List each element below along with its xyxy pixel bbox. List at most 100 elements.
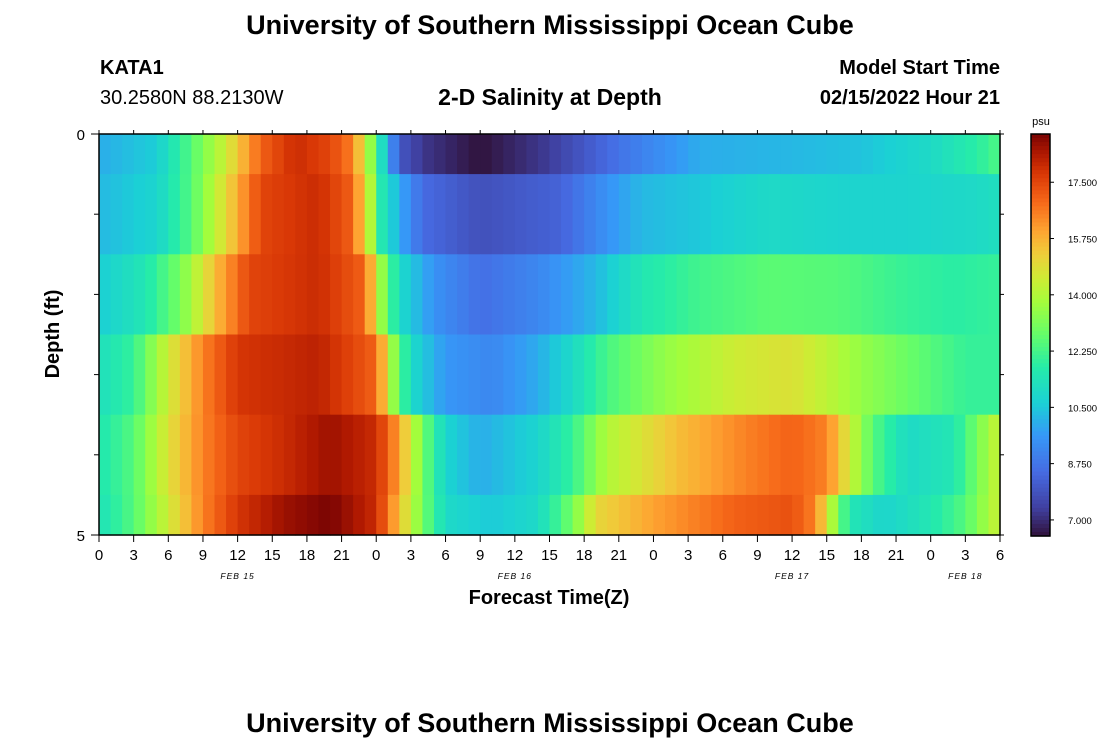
heat-cell (133, 174, 146, 255)
x-tick-label: 3 (961, 547, 969, 564)
heat-cell (630, 134, 643, 175)
heat-cell (988, 174, 1001, 255)
heat-cell (549, 174, 562, 255)
heat-cell (272, 334, 285, 416)
heat-cell (99, 174, 112, 255)
x-tick-label: 9 (199, 547, 207, 564)
heat-cell (942, 414, 955, 496)
heat-cell (422, 174, 435, 255)
y-axis: 05 (77, 127, 1004, 545)
date-label: FEB 16 (498, 571, 532, 581)
colorbar-swatch (1031, 294, 1050, 300)
colorbar-swatch (1031, 415, 1050, 421)
heat-cell (849, 494, 862, 536)
heat-cell (815, 334, 828, 416)
heat-cell (364, 174, 377, 255)
heat-cell (468, 254, 481, 336)
heat-cell (849, 414, 862, 496)
heat-cell (353, 494, 366, 536)
heat-cell (156, 174, 169, 255)
x-tick-label: 0 (95, 547, 103, 564)
heat-cell (503, 134, 516, 175)
heat-cell (607, 494, 620, 536)
colorbar-swatch (1031, 419, 1050, 425)
heat-cell (214, 134, 227, 175)
heat-cell (353, 134, 366, 175)
heat-cell (722, 414, 735, 496)
heat-cell (99, 334, 112, 416)
heat-cell (953, 494, 966, 536)
heat-cell (861, 134, 874, 175)
heat-cell (953, 254, 966, 336)
heat-cell (156, 134, 169, 175)
heat-cell (376, 254, 389, 336)
heat-cell (122, 334, 135, 416)
colorbar-swatch (1031, 178, 1050, 183)
x-tick-label: 15 (264, 547, 281, 564)
heat-cell (872, 254, 886, 336)
colorbar-swatch (1031, 391, 1050, 396)
colorbar-swatch (1031, 206, 1050, 211)
colorbar-swatch (1031, 411, 1050, 416)
heat-cell (699, 134, 712, 175)
heat-cell (330, 254, 343, 336)
heat-cell (399, 174, 412, 255)
heat-cell (930, 414, 943, 496)
heat-cell (133, 334, 146, 416)
heat-cell (641, 134, 655, 175)
heat-cell (318, 174, 331, 255)
heat-cell (260, 334, 273, 416)
heat-cell (780, 174, 793, 255)
heat-cell (595, 254, 608, 336)
heat-cell (272, 174, 285, 255)
colorbar-swatch (1031, 170, 1050, 175)
heat-cell (168, 414, 181, 496)
heat-cell (838, 334, 851, 416)
colorbar-swatch (1031, 351, 1050, 356)
heat-cell (942, 494, 955, 536)
heat-cell (965, 134, 978, 175)
colorbar-tick-label: 12.250 (1068, 347, 1097, 358)
heat-cell (884, 174, 897, 255)
heat-cell (838, 494, 851, 536)
heat-cell (907, 174, 920, 255)
heat-cell (757, 494, 770, 536)
heat-cell (330, 414, 343, 496)
x-tick-label: 15 (541, 547, 558, 564)
heat-cell (445, 414, 458, 496)
heat-cell (341, 334, 354, 416)
heat-cell (607, 134, 620, 175)
heat-cell (792, 414, 805, 496)
heat-cell (457, 134, 470, 175)
heat-cell (145, 414, 158, 496)
heat-cell (330, 494, 343, 536)
colorbar-swatch (1031, 190, 1050, 195)
colorbar-swatch (1031, 198, 1050, 203)
heat-cell (734, 254, 747, 336)
colorbar-swatch (1031, 475, 1050, 481)
heat-cell (757, 254, 770, 336)
heat-cell (688, 414, 701, 496)
date-label: FEB 15 (220, 571, 254, 581)
heat-cell (919, 134, 932, 175)
heat-cell (445, 174, 458, 255)
heat-cell (780, 414, 793, 496)
heat-cell (168, 334, 181, 416)
heat-cell (618, 414, 631, 496)
heat-cell (792, 174, 805, 255)
heat-cell (815, 174, 828, 255)
colorbar-swatch (1031, 230, 1050, 236)
colorbar-swatch (1031, 375, 1050, 380)
heat-cell (907, 254, 920, 336)
heat-cell (699, 254, 712, 336)
x-tick-label: 18 (299, 547, 316, 564)
heat-cell (226, 414, 239, 496)
heat-cell (942, 334, 955, 416)
heat-cell (757, 334, 770, 416)
heat-cell (745, 334, 759, 416)
heat-cell (514, 254, 527, 336)
heat-cell (734, 134, 747, 175)
heat-cell (283, 414, 296, 496)
heat-cell (156, 254, 169, 336)
x-tick-label: 3 (684, 547, 692, 564)
